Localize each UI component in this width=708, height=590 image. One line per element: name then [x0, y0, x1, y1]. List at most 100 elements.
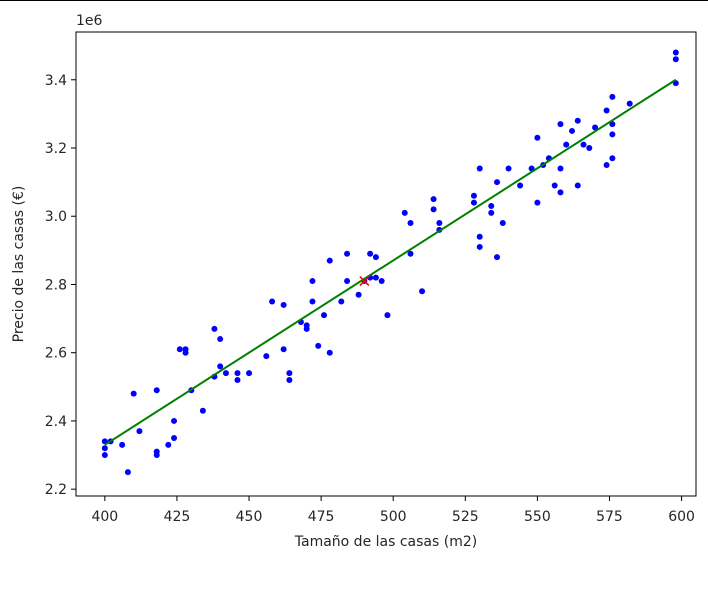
- x-axis-ticks: 400 425 450 475 500 525 550 575 600: [91, 496, 695, 525]
- data-point: [557, 189, 564, 196]
- plot-area-frame: [75, 31, 697, 497]
- data-point: [367, 250, 374, 257]
- x-tick-label: 550: [524, 509, 551, 525]
- data-point: [222, 370, 229, 377]
- x-tick-label: 525: [452, 509, 479, 525]
- data-point: [124, 469, 131, 476]
- data-point: [326, 349, 333, 356]
- data-point: [217, 336, 224, 343]
- data-point: [603, 162, 610, 169]
- data-point: [534, 199, 541, 206]
- data-point: [101, 445, 108, 452]
- data-point: [165, 441, 172, 448]
- data-point: [153, 387, 160, 394]
- data-point: [280, 301, 287, 308]
- y-axis-title: Precio de las casas (€): [11, 186, 27, 343]
- data-point: [494, 179, 501, 186]
- data-point: [499, 220, 506, 227]
- data-point: [534, 134, 541, 141]
- data-point: [488, 203, 495, 209]
- data-point: [101, 452, 108, 459]
- data-point: [355, 291, 362, 298]
- data-point: [234, 370, 241, 377]
- x-tick-label: 500: [380, 509, 407, 525]
- data-point: [436, 220, 443, 227]
- data-point: [211, 325, 218, 332]
- data-point: [269, 298, 276, 305]
- data-point: [234, 377, 241, 383]
- data-point: [171, 417, 178, 424]
- data-point: [309, 298, 316, 305]
- data-point: [574, 182, 581, 189]
- y-tick-label: 3.0: [45, 209, 67, 225]
- data-point: [309, 278, 316, 285]
- data-point: [557, 165, 564, 172]
- data-point: [580, 141, 587, 148]
- data-point: [326, 257, 333, 264]
- data-point: [672, 56, 679, 63]
- x-tick-label: 600: [668, 509, 695, 525]
- highlight-marker-group: [359, 275, 370, 287]
- data-point: [609, 93, 616, 100]
- data-point: [494, 254, 501, 261]
- data-point: [286, 370, 293, 377]
- data-point: [626, 100, 633, 107]
- top-rule: [0, 0, 708, 1]
- data-point: [488, 209, 495, 216]
- mean-point-marker: [359, 275, 370, 287]
- data-point: [338, 298, 345, 305]
- data-point: [171, 435, 178, 441]
- data-point: [217, 363, 224, 370]
- y-tick-label: 2.8: [45, 277, 67, 293]
- data-point: [476, 243, 483, 250]
- data-point: [557, 121, 564, 128]
- data-point: [517, 182, 524, 189]
- data-point: [401, 209, 408, 216]
- data-point: [586, 145, 593, 151]
- x-tick-label: 400: [91, 509, 118, 525]
- x-tick-label: 425: [164, 509, 191, 525]
- y-tick-label: 3.4: [45, 73, 67, 89]
- data-point: [286, 377, 293, 383]
- data-point: [246, 370, 253, 377]
- data-point: [609, 155, 616, 162]
- data-point: [280, 346, 287, 353]
- data-point: [315, 342, 322, 349]
- data-point: [470, 199, 477, 206]
- y-tick-label: 2.4: [45, 414, 67, 430]
- data-point: [430, 206, 437, 213]
- data-point: [419, 288, 426, 295]
- data-point: [130, 390, 137, 397]
- x-tick-label: 575: [596, 509, 623, 525]
- data-point: [344, 278, 351, 285]
- x-tick-label: 450: [236, 509, 263, 525]
- regression-line-group: [104, 78, 677, 446]
- data-point: [263, 353, 270, 360]
- y-tick-label: 2.6: [45, 346, 67, 362]
- data-point: [476, 233, 483, 240]
- y-axis-offset-text: 1e6: [76, 13, 103, 29]
- data-point: [551, 182, 558, 189]
- data-point: [603, 107, 610, 114]
- data-point: [569, 127, 575, 134]
- data-point: [372, 274, 379, 281]
- data-point: [470, 192, 477, 199]
- data-point: [672, 49, 679, 56]
- data-point: [372, 254, 379, 261]
- data-point: [407, 220, 414, 227]
- data-point: [407, 250, 414, 257]
- y-tick-label: 2.2: [45, 482, 67, 498]
- data-point: [176, 346, 183, 353]
- data-point: [119, 441, 126, 448]
- data-point: [574, 117, 581, 124]
- data-point: [563, 141, 570, 148]
- data-point: [430, 196, 437, 203]
- data-point: [153, 448, 160, 455]
- y-axis-ticks: 2.2 2.4 2.6 2.8 3.0 3.2 3.4: [45, 73, 76, 498]
- regression-line: [104, 78, 677, 446]
- data-point: [609, 131, 616, 138]
- data-point: [321, 312, 327, 319]
- data-point: [476, 165, 483, 172]
- y-tick-label: 3.2: [45, 141, 67, 157]
